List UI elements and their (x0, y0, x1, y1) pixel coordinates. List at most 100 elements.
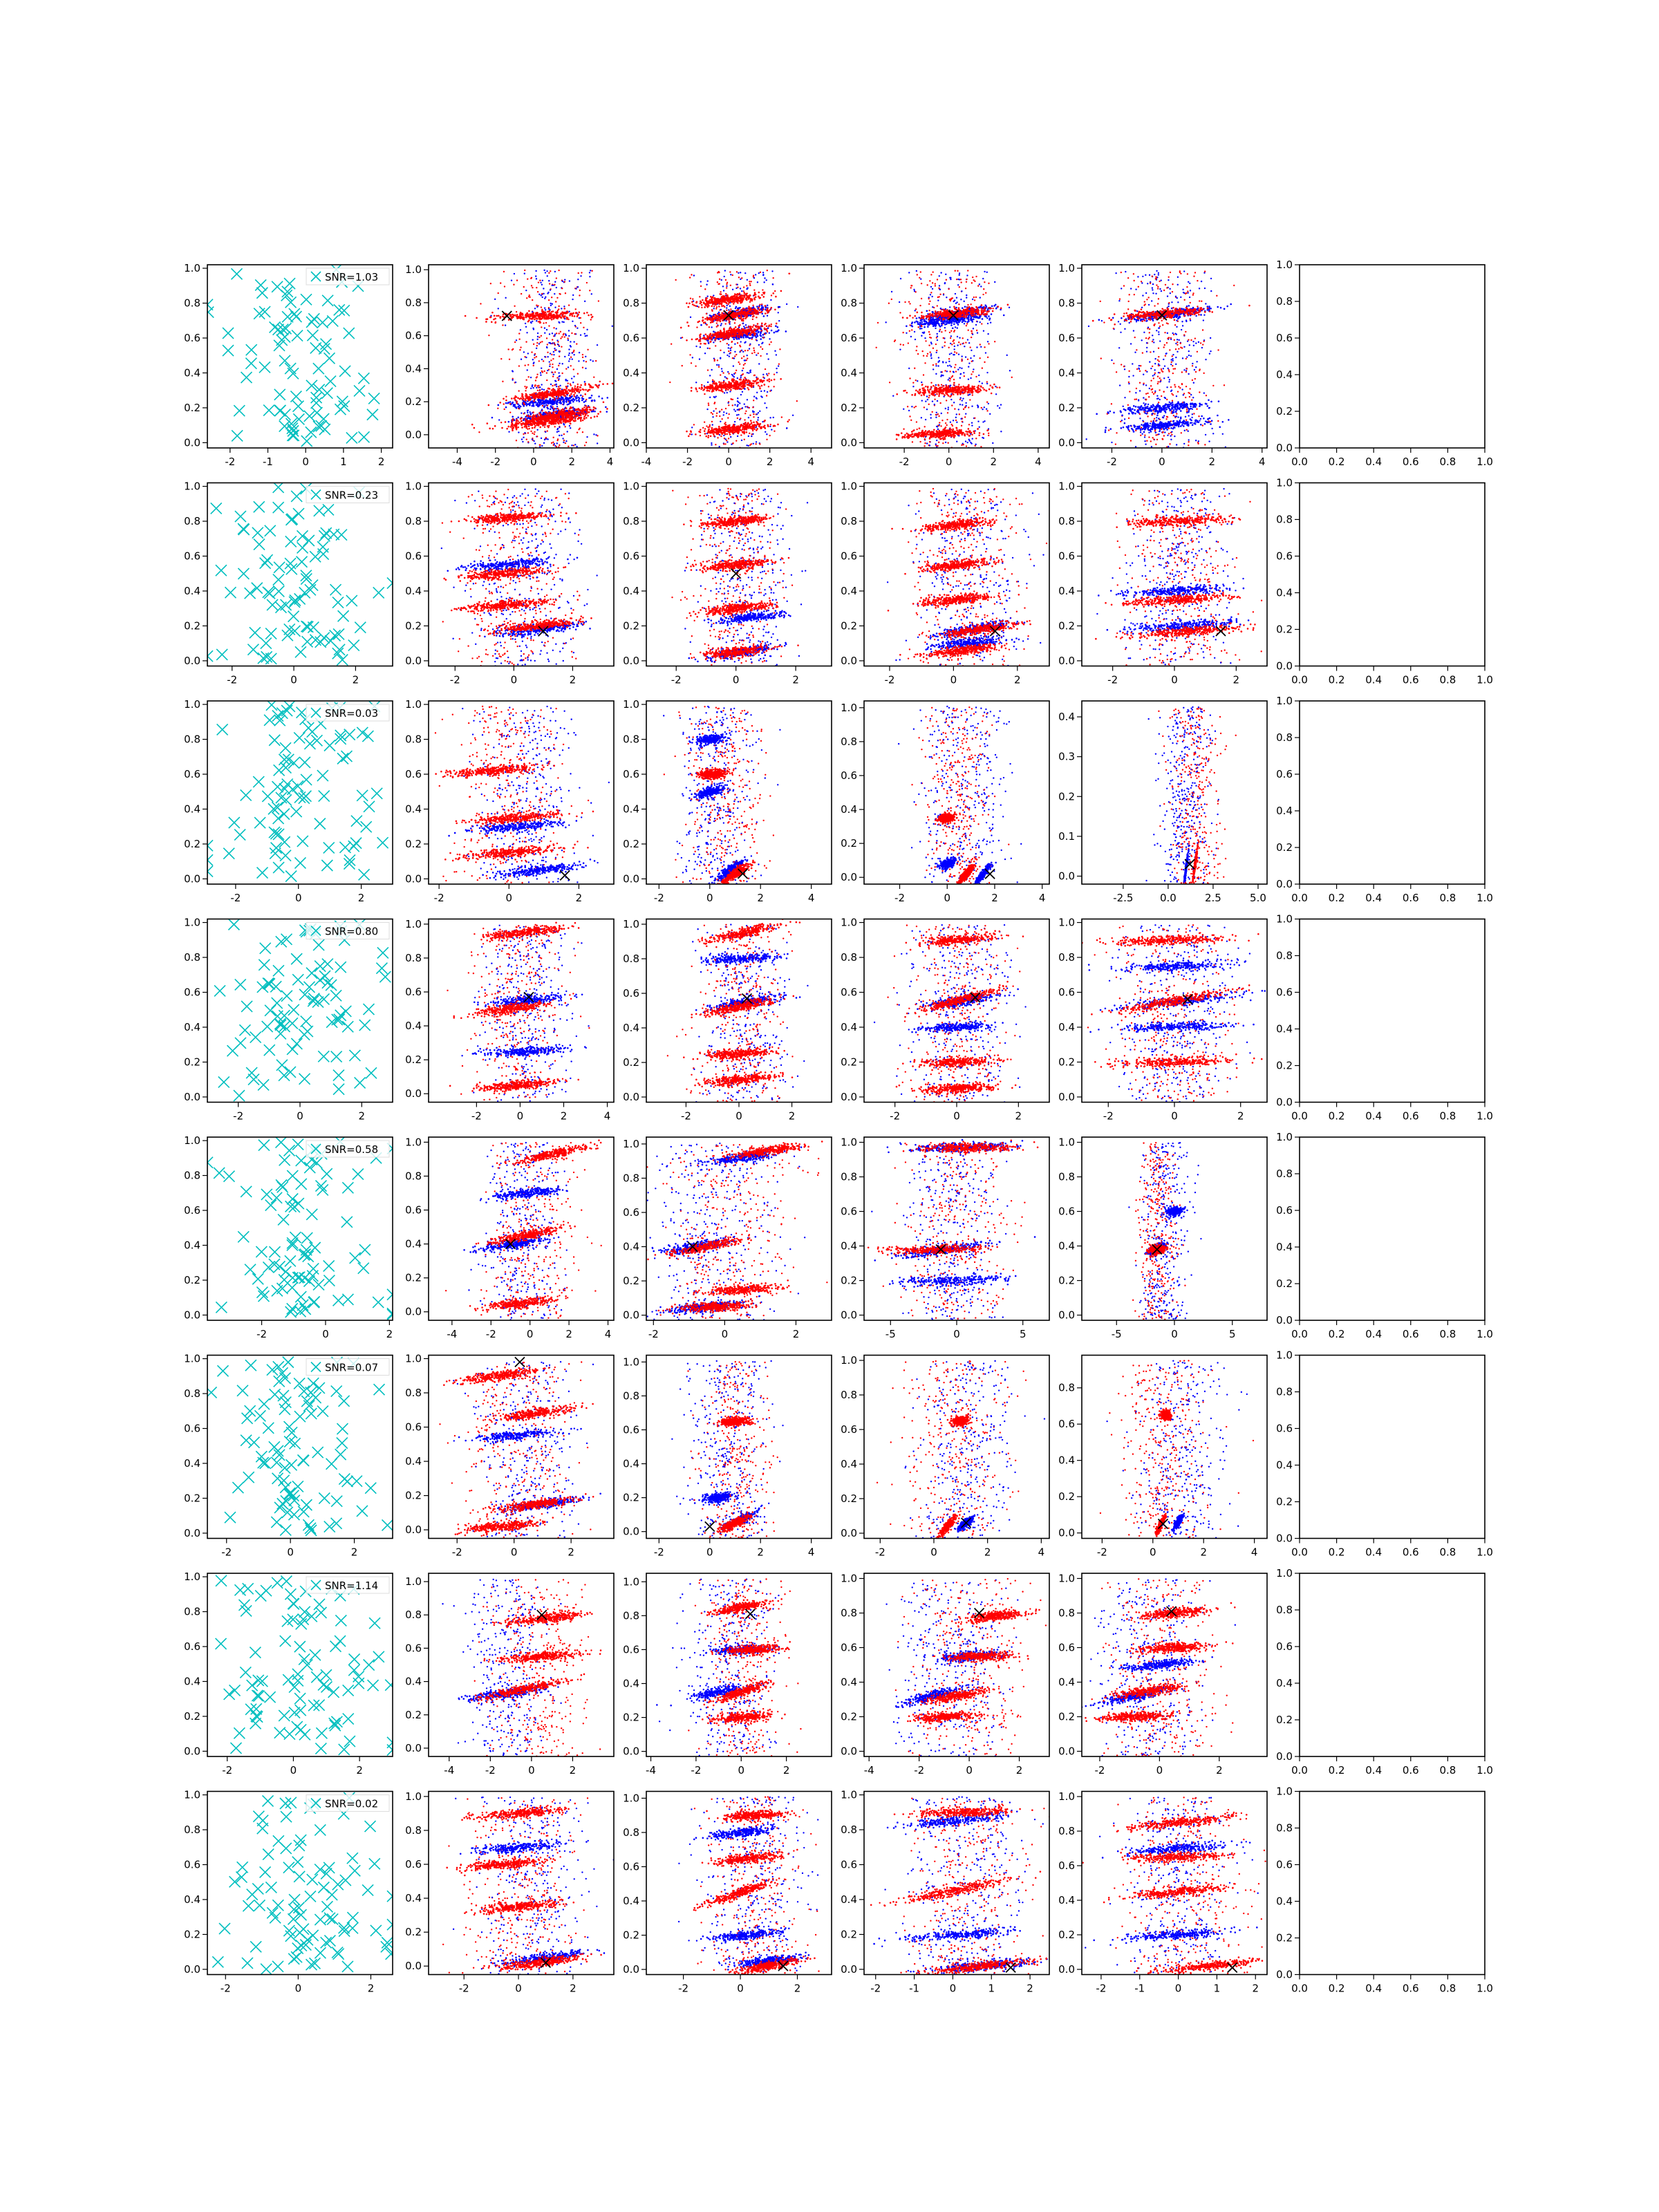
band-point (762, 292, 765, 294)
cloud-point (589, 276, 590, 277)
cloud-point (563, 424, 565, 425)
cloud-point (752, 319, 753, 320)
band-point (543, 316, 545, 318)
cloud-point (747, 279, 748, 281)
measured-point (313, 363, 324, 374)
cloud-point (792, 415, 794, 416)
band-point (776, 323, 778, 325)
cloud-point (735, 354, 737, 355)
band-point (709, 335, 711, 337)
band-point (516, 401, 518, 403)
band-point (774, 332, 776, 334)
band-point (592, 409, 594, 411)
band-point (740, 299, 742, 301)
band-point (567, 415, 569, 418)
cloud-point (573, 350, 574, 351)
band-point (588, 315, 590, 317)
cloud-point (478, 431, 480, 433)
band-point (757, 323, 759, 325)
cloud-point (524, 386, 525, 387)
band-point (616, 411, 618, 413)
measured-point (234, 405, 245, 416)
band-point (548, 418, 550, 420)
measured-point (311, 392, 322, 403)
band-point (713, 335, 715, 337)
cloud-point (715, 444, 716, 445)
band-point (706, 317, 709, 319)
cloud-point (763, 281, 765, 283)
cloud-point (726, 285, 727, 287)
cloud-point (707, 382, 709, 383)
measured-point (276, 335, 288, 346)
band-point (705, 333, 707, 335)
cloud-point (524, 273, 525, 274)
band-point (523, 397, 525, 400)
band-point (525, 315, 527, 317)
cloud-point (490, 283, 491, 284)
cloud-point (753, 395, 755, 397)
band-point (564, 395, 566, 397)
cloud-point (532, 438, 533, 440)
cloud-point (570, 365, 572, 366)
cloud-point (786, 427, 787, 429)
cloud-point (556, 442, 558, 444)
cloud-point (559, 346, 560, 347)
band-point (700, 303, 702, 305)
cloud-point (742, 323, 744, 324)
cloud-point (772, 277, 774, 279)
band-point (545, 404, 547, 406)
cloud-point (556, 332, 557, 334)
band-point (525, 401, 527, 403)
cloud-point (745, 411, 747, 412)
cloud-point (725, 408, 727, 409)
cloud-point (534, 308, 536, 309)
band-point (720, 293, 722, 295)
band-point (546, 316, 548, 318)
band-point (579, 386, 581, 388)
cloud-point (753, 289, 755, 290)
band-point (501, 427, 503, 429)
band-point (543, 406, 545, 409)
band-point (760, 332, 762, 335)
cloud-point (727, 441, 728, 442)
cloud-point (554, 307, 556, 308)
cloud-point (521, 412, 522, 413)
measured-point (232, 430, 243, 441)
band-point (727, 298, 729, 300)
cloud-point (535, 270, 536, 272)
band-point (554, 420, 556, 422)
cloud-point (721, 371, 722, 372)
measured-point (368, 393, 379, 404)
cloud-point (532, 328, 534, 329)
band-point (558, 423, 560, 425)
cloud-point (728, 404, 729, 406)
y-tick-label: 0.4 (405, 362, 422, 375)
cloud-point (740, 272, 741, 273)
band-point (515, 425, 517, 427)
cloud-point (675, 279, 676, 281)
scatter-points (465, 270, 618, 449)
band-point (574, 420, 576, 422)
band-point (586, 312, 588, 314)
cloud-point (574, 444, 576, 445)
cloud-point (730, 436, 731, 438)
band-point (570, 410, 572, 412)
cloud-point (682, 365, 683, 366)
cloud-point (547, 292, 549, 293)
band-point (561, 415, 563, 418)
band-point (747, 296, 749, 298)
cloud-point (573, 368, 574, 370)
band-point (727, 294, 729, 297)
band-point (729, 327, 731, 329)
band-point (733, 315, 735, 317)
band-point (718, 317, 720, 319)
cloud-point (550, 364, 551, 365)
cloud-point (500, 422, 502, 423)
band-point (505, 421, 507, 423)
cloud-point (572, 358, 573, 359)
cloud-point (504, 285, 505, 287)
cloud-point (771, 324, 772, 325)
cloud-point (735, 372, 736, 373)
cloud-point (547, 430, 548, 431)
band-point (529, 415, 531, 418)
